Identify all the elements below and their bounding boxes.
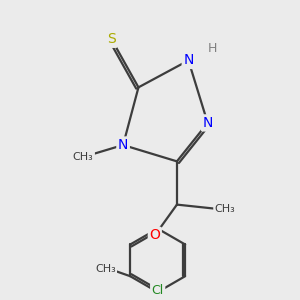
Text: CH₃: CH₃	[214, 204, 235, 214]
Text: N: N	[118, 138, 128, 152]
Text: Cl: Cl	[152, 284, 164, 297]
Text: S: S	[107, 32, 116, 46]
Text: O: O	[149, 228, 160, 242]
Text: CH₃: CH₃	[73, 152, 94, 162]
Text: CH₃: CH₃	[95, 264, 116, 274]
Text: N: N	[183, 53, 194, 68]
Text: N: N	[202, 116, 213, 130]
Text: H: H	[208, 42, 217, 56]
